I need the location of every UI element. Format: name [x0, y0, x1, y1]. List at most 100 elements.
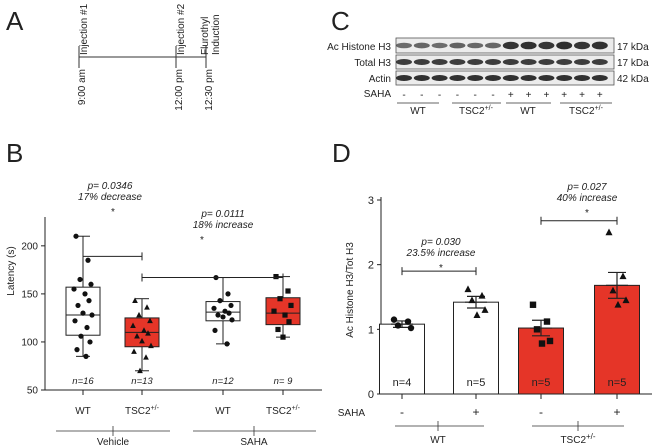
d-point	[390, 316, 398, 323]
blot-saha-signs: - - - - - - + + + + + +	[402, 90, 603, 101]
d-point	[464, 285, 472, 293]
saha-sign: +	[561, 90, 567, 101]
b-point	[82, 291, 88, 297]
d-point	[473, 311, 481, 318]
d-saha-signs: - + - +	[400, 394, 621, 419]
blot-row-label-ac-h3: Ac Histone H3	[327, 42, 391, 53]
b-point	[228, 302, 234, 309]
blot-kda-ac-h3: 17 kDa	[617, 42, 649, 53]
ac-h3-band	[502, 41, 519, 50]
b-group-label-saha: SAHA	[240, 437, 268, 446]
blot-kda-total-h3: 17 kDa	[617, 58, 649, 69]
d-bar	[594, 284, 640, 395]
b-point	[139, 337, 145, 344]
saha-sign: -	[402, 90, 405, 101]
b-point	[143, 354, 149, 360]
b-point	[286, 319, 292, 325]
b-point	[273, 273, 279, 280]
b-ytick-label: 50	[27, 386, 39, 397]
b-annot-1-bracket	[82, 252, 143, 261]
ac-h3-band	[485, 42, 501, 49]
d-point	[543, 318, 551, 325]
b-point	[225, 291, 231, 297]
d-annot-1-star: *	[439, 263, 443, 274]
b-point	[285, 288, 291, 294]
d-ytick-label: 0	[368, 389, 374, 401]
d-group-label-wt: WT	[430, 435, 446, 446]
actin-band	[574, 75, 590, 81]
d-group-label-tsc2: TSC2+/-	[560, 432, 595, 446]
ac-h3-band	[396, 42, 412, 49]
b-point	[212, 327, 218, 334]
b-ytick-label: 200	[21, 241, 38, 252]
panel-d-label: D	[332, 138, 351, 168]
b-xtick-label: TSC2+/-	[125, 405, 160, 417]
b-point	[282, 312, 288, 318]
event-time-1: 9:00 am	[77, 69, 88, 105]
ac-h3-band	[431, 42, 448, 49]
ac-h3-band	[538, 41, 555, 50]
d-annot-2-star: *	[585, 208, 589, 219]
b-point	[89, 312, 95, 318]
b-point	[87, 339, 93, 345]
d-ytick-label: 2	[368, 260, 374, 272]
b-point	[215, 312, 221, 318]
b-point	[131, 348, 137, 354]
blot-group-wt-1: WT	[410, 106, 426, 117]
actin-band	[556, 75, 573, 81]
actin-band	[467, 75, 484, 81]
total-h3-band	[556, 59, 573, 65]
saha-sign: -	[420, 90, 423, 101]
saha-sign: +	[508, 90, 514, 101]
b-annot-2-star: *	[200, 235, 204, 246]
event-label-injection-2: Injection #2	[176, 3, 187, 55]
b-point	[147, 317, 153, 324]
saha-sign: -	[456, 90, 459, 101]
total-h3-band	[574, 59, 590, 65]
d-point	[404, 318, 412, 325]
b-annot-2-bracket	[141, 273, 284, 282]
actin-band	[431, 75, 448, 81]
panel-a-label: A	[6, 6, 24, 36]
b-point	[136, 311, 142, 318]
actin-band	[591, 75, 608, 81]
actin-band	[502, 75, 519, 81]
panel-d: D Ac Histone H3/Tot H3 0 1 2 3 n=4 n=5 n=5 n=5…	[332, 138, 652, 446]
d-annot-2-desc: 40% increase	[557, 193, 618, 204]
b-point	[78, 333, 84, 339]
b-point	[71, 286, 77, 292]
saha-sign: -	[491, 90, 494, 101]
b-point	[86, 298, 92, 304]
b-point	[88, 281, 94, 287]
d-point	[614, 300, 622, 308]
d-point	[609, 286, 617, 294]
b-n-label: n=16	[72, 376, 94, 387]
b-group-label-vehicle: Vehicle	[97, 437, 130, 446]
b-point	[220, 314, 226, 320]
d-ytick-label: 3	[368, 195, 374, 207]
b-point	[211, 305, 217, 311]
d-point	[394, 322, 402, 329]
d-saha-label: SAHA	[338, 408, 366, 419]
b-point	[137, 367, 143, 374]
ac-h3-band	[413, 42, 430, 49]
b-point	[148, 342, 154, 349]
b-n-labels: n=16 n=13 n=12 n= 9	[72, 376, 293, 387]
b-annot-2-desc: 18% increase	[193, 220, 254, 231]
d-point	[468, 296, 476, 304]
b-point	[85, 257, 91, 263]
event-time-2: 12:00 pm	[174, 69, 185, 111]
b-ylabel: Latency (s)	[6, 246, 17, 295]
ac-h3-band	[467, 42, 484, 49]
actin-band	[413, 75, 430, 81]
d-point	[481, 306, 489, 313]
total-h3-band	[538, 59, 555, 65]
total-h3-band	[413, 59, 430, 65]
b-annot-1-p: p= 0.0346	[87, 181, 133, 192]
b-point	[141, 327, 147, 333]
saha-sign: +	[526, 90, 532, 101]
d-n-label: n=5	[608, 377, 627, 389]
b-point	[277, 296, 283, 302]
b-point	[226, 310, 232, 316]
